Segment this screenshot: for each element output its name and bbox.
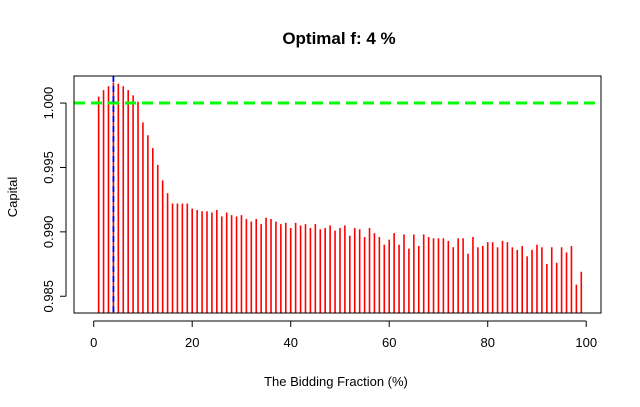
bars-group <box>97 82 583 313</box>
x-tick-label: 100 <box>575 335 597 350</box>
y-tick-label: 0.995 <box>41 151 56 184</box>
x-tick-label: 80 <box>480 335 494 350</box>
x-axis-label: The Bidding Fraction (%) <box>264 374 408 389</box>
y-axis-label: Capital <box>5 177 20 218</box>
y-tick-label: 0.985 <box>41 280 56 313</box>
chart-title: Optimal f: 4 % <box>282 29 395 48</box>
y-axis: 0.985 0.990 0.995 1.000 <box>41 87 67 313</box>
x-axis: 0 20 40 60 80 100 <box>90 320 597 350</box>
x-tick-label: 20 <box>185 335 199 350</box>
y-tick-label: 0.990 <box>41 216 56 249</box>
reference-lines <box>74 76 601 313</box>
plot-frame <box>73 75 602 314</box>
y-tick-label: 1.000 <box>41 87 56 120</box>
x-tick-label: 40 <box>283 335 297 350</box>
x-tick-label: 0 <box>90 335 97 350</box>
x-tick-label: 60 <box>382 335 396 350</box>
